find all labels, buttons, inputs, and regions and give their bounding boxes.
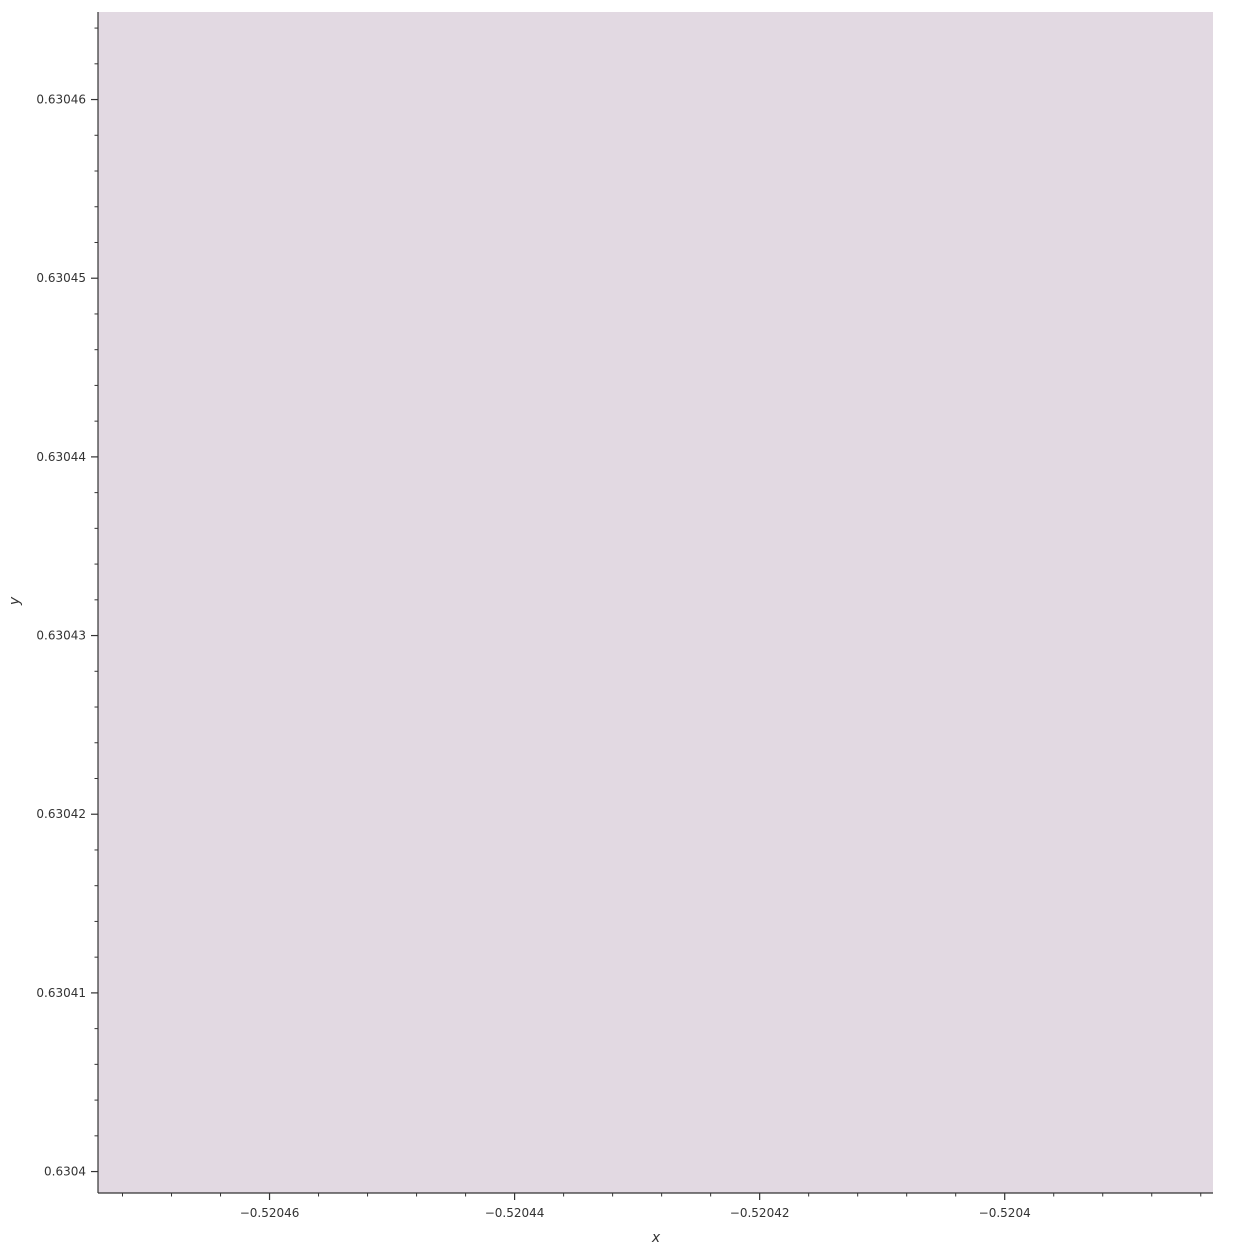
x-axis-label: x (651, 1230, 661, 1246)
y-tick-label: 0.63042 (36, 807, 86, 821)
y-axis-label: y (7, 596, 23, 606)
y-ticks: 0.6304 0.63041 0.63042 0.63043 0.63044 0.6304… (36, 27, 98, 1179)
x-tick-label: −0.5204 (979, 1206, 1031, 1220)
y-tick-label: 0.63046 (36, 93, 86, 107)
x-tick-label: −0.52046 (240, 1206, 300, 1220)
y-tick-label: 0.63045 (36, 271, 86, 285)
y-axis: 0.6304 0.63041 0.63042 0.63043 0.63044 0.6304… (7, 12, 99, 1193)
x-tick-label: −0.52044 (485, 1206, 545, 1220)
x-axis: −0.52046 −0.52044 −0.52042 −0.5204 x (98, 1192, 1213, 1246)
y-tick-label: 0.63041 (36, 986, 86, 1000)
y-tick-label: 0.63043 (36, 629, 86, 643)
x-ticks: −0.52046 −0.52044 −0.52042 −0.5204 (122, 1193, 1202, 1220)
y-tick-label: 0.6304 (44, 1165, 86, 1179)
y-tick-label: 0.63044 (36, 450, 86, 464)
mandelbrot-heatmap (98, 12, 1213, 1193)
x-tick-label: −0.52042 (730, 1206, 790, 1220)
plot-area (98, 12, 1213, 1193)
